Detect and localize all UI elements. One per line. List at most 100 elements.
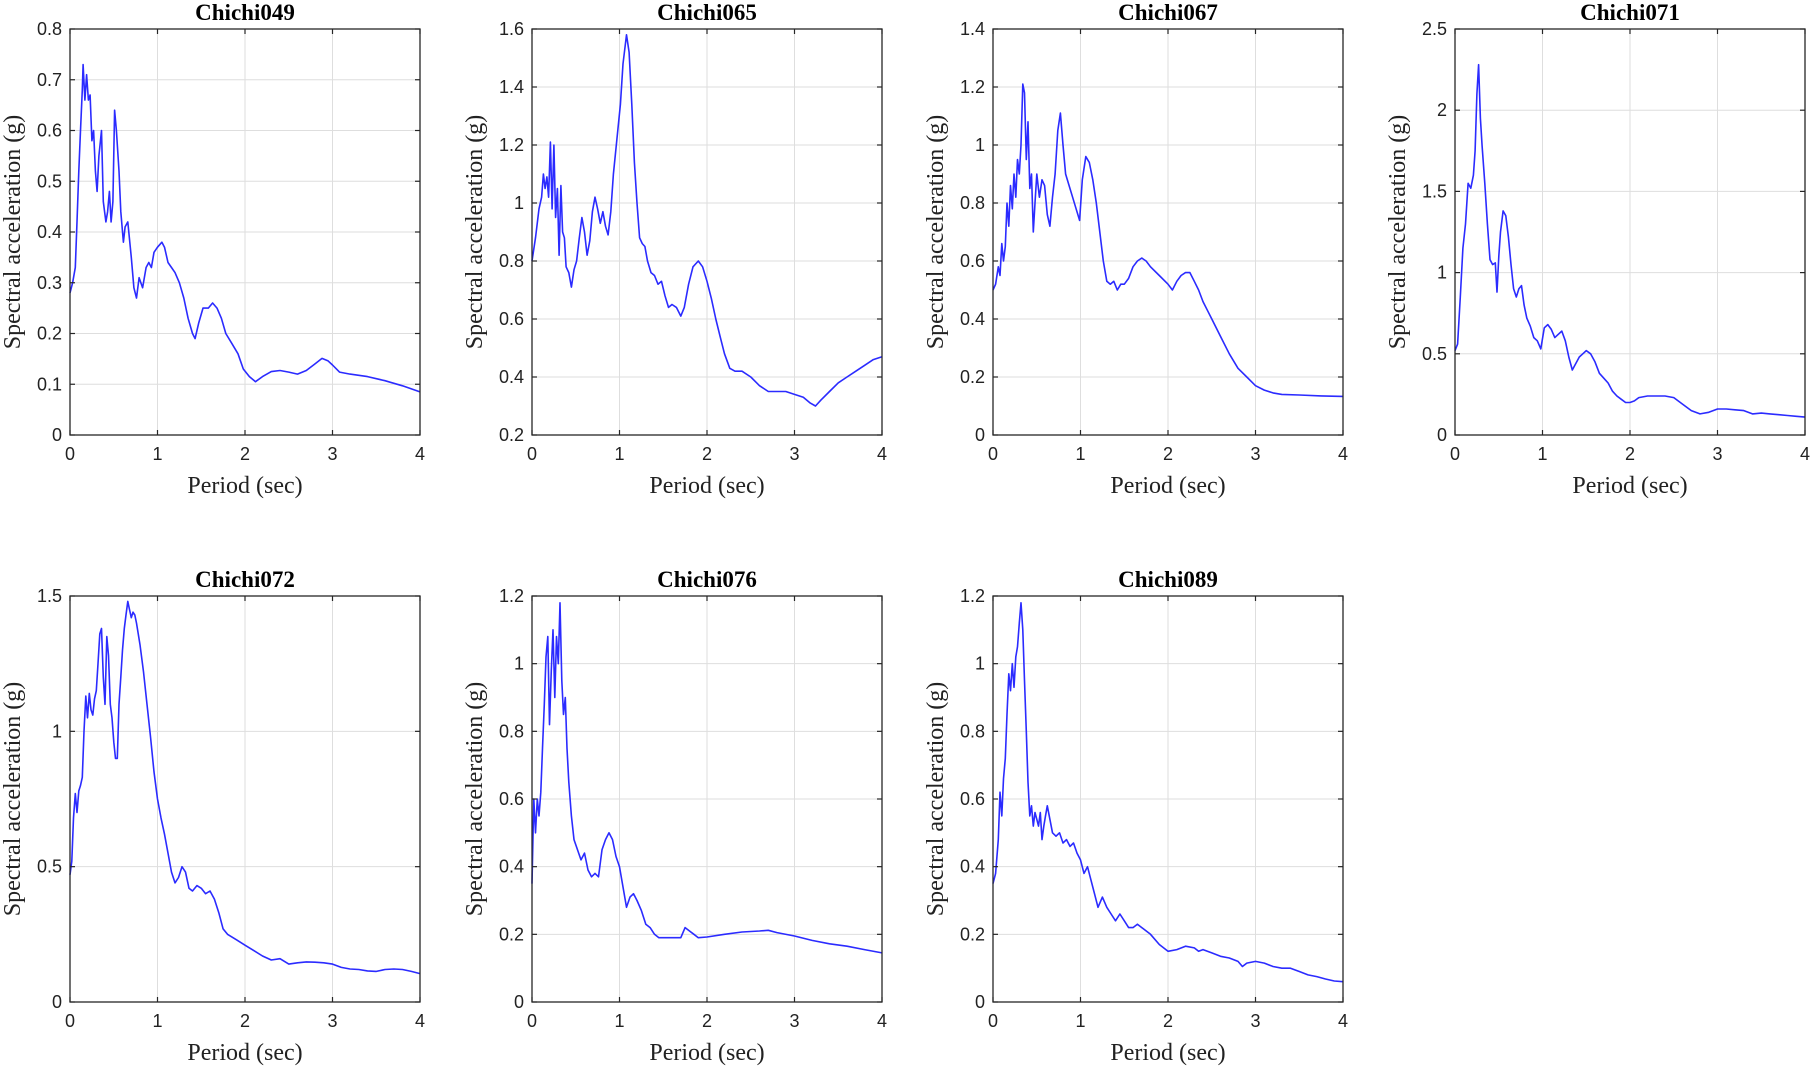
series-line: [992, 602, 1344, 983]
y-tick-label: 0.7: [37, 70, 62, 90]
y-tick-label: 0.5: [37, 171, 62, 191]
y-tick-label: 0.5: [1422, 344, 1447, 364]
x-axis-label: Period (sec): [649, 1040, 764, 1066]
x-tick-label: 1: [1075, 444, 1085, 464]
x-tick-label: 4: [415, 1011, 425, 1031]
x-axis-label: Period (sec): [187, 1040, 302, 1066]
y-tick-label: 0.8: [499, 721, 524, 741]
y-axis-label: Spectral acceleration (g): [462, 682, 488, 917]
chart-panel: 0 1 2 3 4 0 0.2 0.4 0.6 0.8 1 1.2 1.4 Chichi067 Period…: [923, 0, 1348, 499]
x-tick-label: 3: [1250, 1011, 1260, 1031]
chart-panel: 0 1 2 3 4 0 0.1 0.2 0.3 0.4 0.5 0.6 0.7 0.8 Chichi049 P…: [0, 0, 425, 499]
y-tick-label: 1.4: [960, 19, 985, 39]
y-tick-label: 1.5: [37, 586, 62, 606]
x-tick-label: 0: [527, 444, 537, 464]
y-tick-label: 0.4: [499, 367, 524, 387]
y-tick-label: 0.5: [37, 857, 62, 877]
chart-title: Chichi049: [195, 0, 295, 25]
chart-panel: 0 1 2 3 4 0 0.2 0.4 0.6 0.8 1 1.2 Chichi076 Period (s…: [462, 567, 887, 1066]
x-tick-label: 2: [1163, 1011, 1173, 1031]
x-axis-label: Period (sec): [1572, 473, 1687, 499]
series-line: [531, 34, 883, 407]
y-axis-label: Spectral acceleration (g): [0, 682, 26, 917]
series-line: [1454, 63, 1806, 418]
chart-panel: 0 1 2 3 4 0 0.5 1 1.5 2 2.5 Chichi071 Period (sec) Sp…: [1385, 0, 1810, 499]
x-tick-label: 4: [877, 444, 887, 464]
x-tick-label: 3: [327, 444, 337, 464]
y-axis-label: Spectral acceleration (g): [1385, 115, 1411, 350]
y-tick-label: 2.5: [1422, 19, 1447, 39]
y-tick-label: 0.4: [499, 857, 524, 877]
y-tick-label: 1: [52, 721, 62, 741]
y-tick-label: 1: [1437, 263, 1447, 283]
x-tick-label: 2: [1163, 444, 1173, 464]
y-tick-label: 0: [975, 425, 985, 445]
y-tick-label: 1.6: [499, 19, 524, 39]
y-axis-label: Spectral acceleration (g): [923, 115, 949, 350]
y-tick-label: 0.8: [960, 193, 985, 213]
y-tick-label: 0.6: [960, 251, 985, 271]
y-tick-label: 1: [975, 135, 985, 155]
x-tick-label: 2: [240, 444, 250, 464]
chart-title: Chichi071: [1580, 0, 1680, 25]
x-tick-label: 4: [1338, 1011, 1348, 1031]
y-tick-label: 0: [514, 992, 524, 1012]
y-tick-label: 0: [52, 992, 62, 1012]
y-tick-label: 0.6: [499, 309, 524, 329]
y-axis-label: Spectral acceleration (g): [0, 115, 26, 350]
y-tick-label: 1: [975, 654, 985, 674]
x-tick-label: 0: [988, 1011, 998, 1031]
chart-title: Chichi067: [1118, 0, 1218, 25]
x-tick-label: 0: [65, 444, 75, 464]
y-tick-label: 0.6: [37, 121, 62, 141]
chart-panel: 0 1 2 3 4 0 0.2 0.4 0.6 0.8 1 1.2 Chichi089 Period (s…: [923, 567, 1348, 1066]
x-axis-label: Period (sec): [1110, 1040, 1225, 1066]
y-tick-label: 0.8: [960, 721, 985, 741]
x-tick-label: 1: [152, 1011, 162, 1031]
x-tick-label: 1: [1075, 1011, 1085, 1031]
y-tick-label: 1.4: [499, 77, 524, 97]
y-tick-label: 0.6: [960, 789, 985, 809]
y-tick-label: 0.4: [960, 309, 985, 329]
chart-title: Chichi076: [657, 567, 757, 592]
y-tick-label: 1: [514, 193, 524, 213]
x-axis-label: Period (sec): [187, 473, 302, 499]
y-tick-label: 1.2: [960, 77, 985, 97]
x-tick-label: 3: [1250, 444, 1260, 464]
x-tick-label: 0: [65, 1011, 75, 1031]
x-tick-label: 1: [614, 444, 624, 464]
y-axis-label: Spectral acceleration (g): [462, 115, 488, 350]
x-tick-label: 2: [240, 1011, 250, 1031]
x-tick-label: 3: [789, 1011, 799, 1031]
x-tick-label: 4: [877, 1011, 887, 1031]
x-tick-label: 4: [415, 444, 425, 464]
x-tick-label: 3: [1712, 444, 1722, 464]
x-tick-label: 3: [327, 1011, 337, 1031]
series-line: [69, 600, 421, 975]
x-tick-label: 0: [1450, 444, 1460, 464]
x-tick-label: 2: [702, 444, 712, 464]
x-tick-label: 0: [527, 1011, 537, 1031]
series-line: [992, 83, 1344, 398]
y-tick-label: 2: [1437, 100, 1447, 120]
x-tick-label: 0: [988, 444, 998, 464]
y-tick-label: 0.3: [37, 273, 62, 293]
x-tick-label: 2: [702, 1011, 712, 1031]
x-tick-label: 1: [614, 1011, 624, 1031]
x-axis-label: Period (sec): [649, 473, 764, 499]
chart-panel: 0 1 2 3 4 0.2 0.4 0.6 0.8 1 1.2 1.4 1.6 Chichi065 Peri…: [462, 0, 887, 499]
y-tick-label: 1.5: [1422, 181, 1447, 201]
y-tick-label: 0: [975, 992, 985, 1012]
y-tick-label: 0.2: [499, 924, 524, 944]
y-tick-label: 1.2: [499, 586, 524, 606]
y-axis-label: Spectral acceleration (g): [923, 682, 949, 917]
y-tick-label: 0.2: [37, 324, 62, 344]
y-tick-label: 1.2: [960, 586, 985, 606]
y-tick-label: 0.8: [499, 251, 524, 271]
y-tick-label: 1: [514, 654, 524, 674]
y-tick-label: 0.4: [960, 857, 985, 877]
chart-title: Chichi065: [657, 0, 757, 25]
x-tick-label: 1: [1537, 444, 1547, 464]
chart-panel: 0 1 2 3 4 0 0.5 1 1.5 Chichi072 Period (sec) Spectr…: [0, 567, 425, 1066]
